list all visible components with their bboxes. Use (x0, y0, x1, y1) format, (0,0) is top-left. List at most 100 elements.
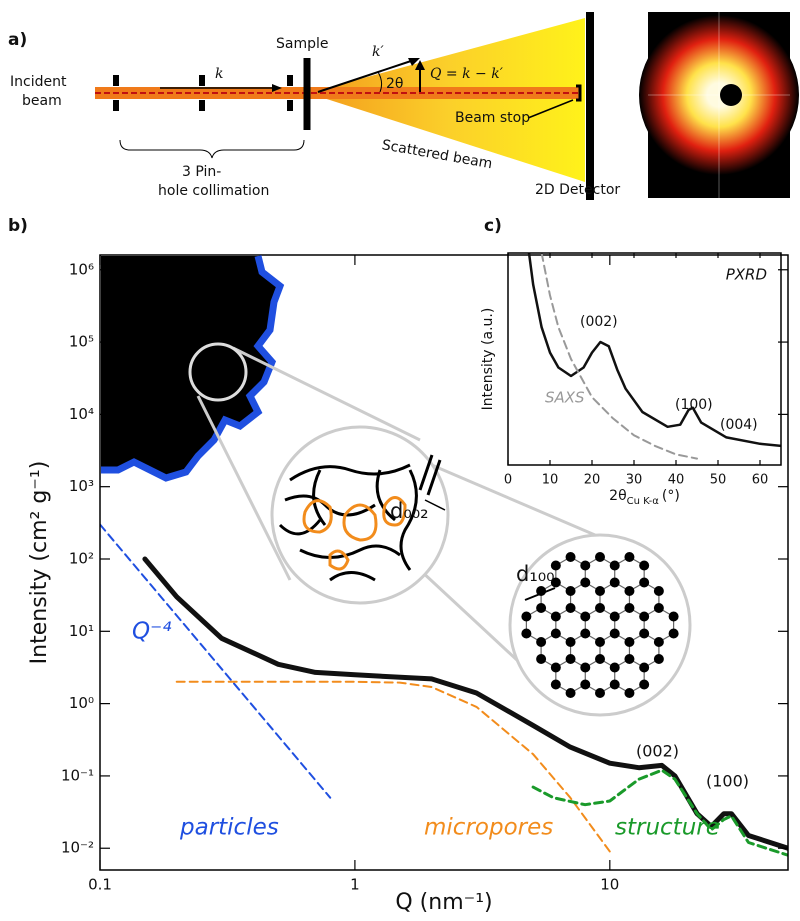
atom (580, 560, 591, 571)
arrow-head (415, 60, 425, 70)
x-tick-label: 0 (504, 473, 512, 488)
frame (99, 254, 789, 871)
label: Q = k − k′ (430, 66, 504, 82)
atom (624, 654, 635, 664)
carbon-sheets (278, 454, 442, 582)
atom (639, 611, 650, 622)
label: Incident (10, 74, 67, 90)
panel-label: b) (8, 216, 28, 236)
k-prime-vector (317, 59, 415, 93)
atom (609, 560, 620, 571)
annotation: (004) (720, 417, 758, 433)
atom (668, 611, 679, 622)
beam-stop-shadow (720, 84, 742, 106)
x-tick-label: 60 (752, 473, 769, 488)
pointer (527, 99, 574, 119)
annotation: (100) (675, 397, 713, 413)
atom (653, 637, 664, 647)
series-line (142, 556, 788, 851)
x-tick-label: 10 (542, 473, 559, 488)
atom (550, 611, 561, 622)
label: hole collimation (158, 183, 269, 199)
atom (639, 662, 650, 673)
atom (550, 662, 561, 673)
x-tick-label: 20 (584, 473, 601, 488)
y-tick-label: 10¹ (69, 622, 94, 640)
atom (624, 586, 635, 596)
annotation: d₀₀₂ (390, 499, 429, 523)
series-group (527, 253, 781, 460)
pinholes (113, 75, 293, 111)
atom (565, 637, 576, 647)
zoom-circle (188, 342, 248, 402)
annotation: Q⁻⁴ (132, 619, 171, 645)
atom (565, 586, 576, 596)
atom (653, 586, 664, 596)
atom (550, 679, 561, 690)
atom (668, 628, 679, 639)
atom (595, 637, 605, 647)
label: 3 Pin- (182, 164, 221, 180)
beam-stop (576, 84, 582, 102)
annotation: (002) (636, 742, 679, 761)
series-line (540, 253, 698, 460)
atom (550, 628, 561, 639)
atom (653, 654, 664, 664)
atom (521, 611, 532, 622)
zoom-line (232, 346, 421, 442)
atom (639, 560, 650, 571)
atom (536, 637, 547, 647)
x-tick-label: 10 (600, 876, 619, 894)
atom (580, 577, 591, 588)
particle-edge (101, 255, 285, 482)
x-label-unit: (°) (662, 488, 680, 504)
atom (521, 628, 532, 639)
zoom-line (196, 395, 292, 581)
label: k′ (372, 44, 384, 60)
atom (536, 654, 547, 664)
y-tick-label: 10⁶ (69, 260, 94, 278)
plot: 0.1 1 10 10⁶ 10⁵ 10⁴ 10³ 10² 10¹ 10⁰ 10⁻¹ 10⁻² Q (nm… (27, 254, 789, 915)
atom (609, 611, 620, 622)
schematic: Incident beam Sample 3 Pin- hole collima… (10, 12, 799, 200)
chart-title: PXRD (726, 266, 767, 284)
series-line (531, 768, 788, 857)
x-label-main: 2θ (609, 488, 626, 504)
atom (595, 688, 605, 698)
series-group (100, 523, 788, 857)
series-line (175, 680, 611, 853)
y-tick-label: 10⁴ (69, 405, 94, 423)
atom (550, 560, 561, 571)
label: Sample (276, 36, 329, 52)
angle-arc (377, 71, 383, 93)
atom (639, 577, 650, 588)
y-tick-label: 10⁰ (69, 694, 94, 712)
panel-label: a) (8, 30, 27, 50)
y-tick-label: 10⁵ (69, 333, 94, 351)
atom (580, 679, 591, 690)
annotation: (002) (580, 314, 618, 330)
annotation: SAXS (545, 389, 585, 407)
scattered-cone (308, 18, 585, 182)
atom (595, 654, 605, 664)
atom (624, 552, 635, 562)
y-tick-label: 10³ (69, 477, 94, 495)
brace (119, 139, 305, 159)
series-line (100, 523, 332, 799)
x-tick-label: 50 (710, 473, 727, 488)
atom (565, 654, 576, 664)
atom (624, 637, 635, 647)
label: k (215, 66, 223, 82)
atom (550, 577, 561, 588)
atom (609, 662, 620, 673)
x-tick-label: 0.1 (88, 876, 112, 894)
zoom-line (419, 458, 596, 537)
panel-label: c) (484, 216, 502, 236)
atom (595, 603, 605, 613)
annotation: (100) (706, 772, 749, 791)
plot: 0 10 20 30 40 50 60 2θCu K-α (°) Intensity (a.u.) (480, 252, 782, 507)
x-tick-label: 40 (668, 473, 685, 488)
atom (580, 628, 591, 639)
arrow-head (408, 58, 420, 66)
atom (609, 577, 620, 588)
